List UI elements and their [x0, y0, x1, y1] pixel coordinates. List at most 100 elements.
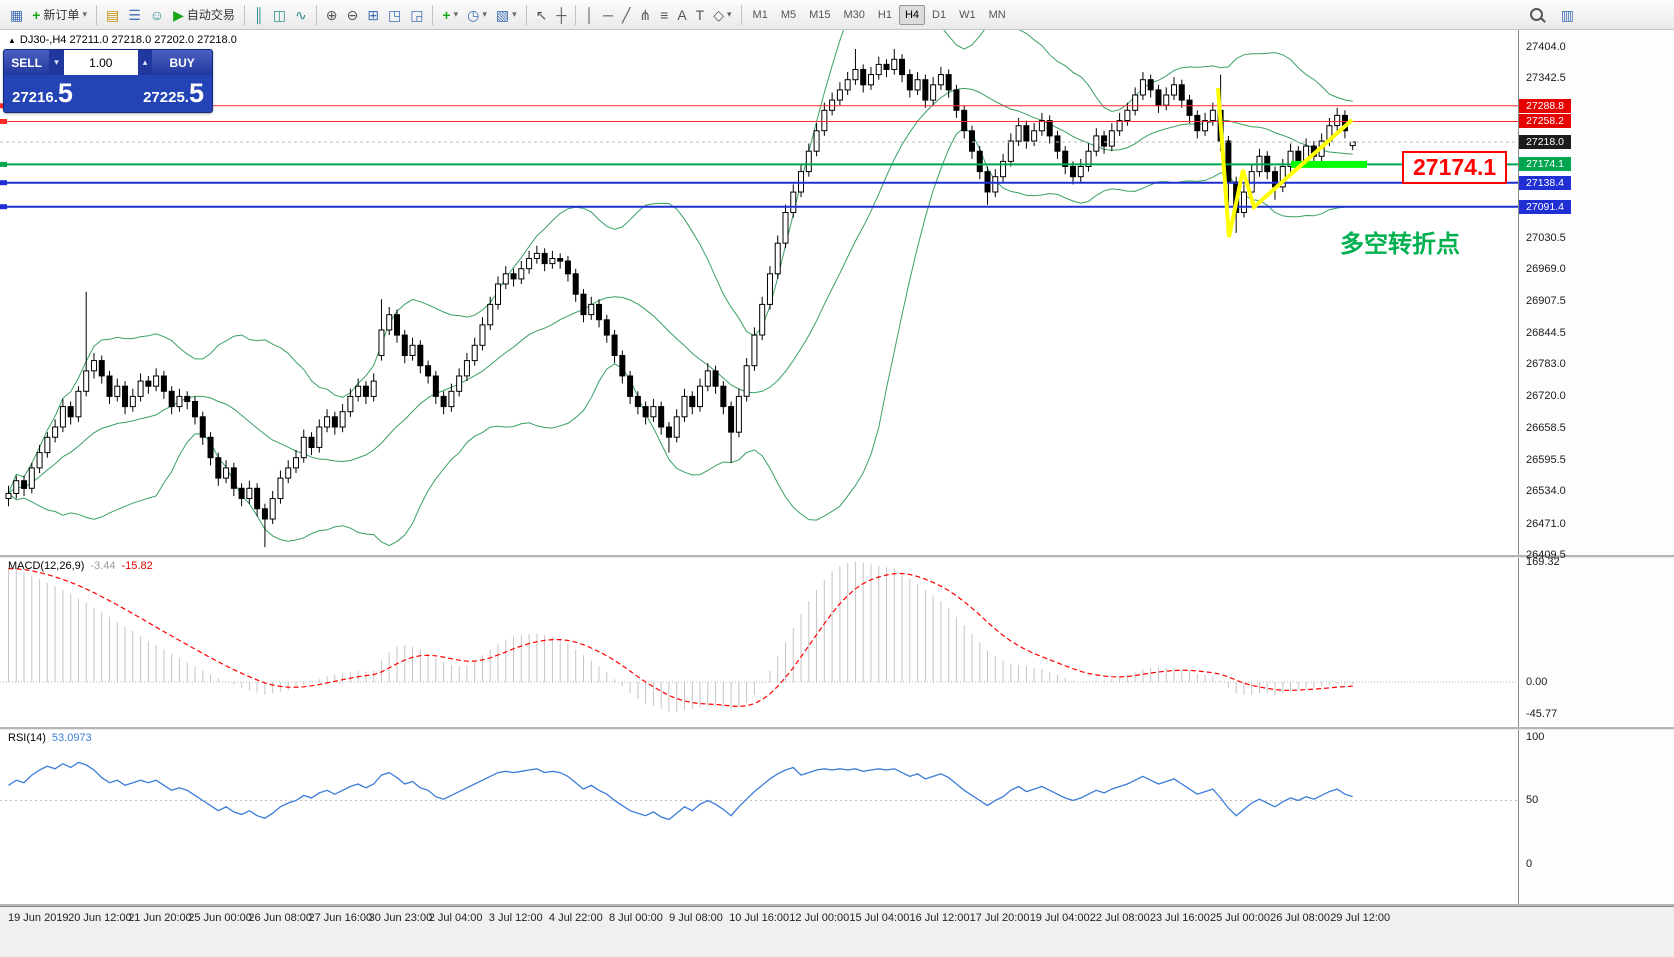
- timeframe-m5-button[interactable]: M5: [780, 8, 797, 21]
- macd-header: MACD(12,26,9) -3.44 -15.82: [8, 560, 153, 572]
- time-axis-label: 16 Jul 12:00: [909, 912, 970, 924]
- shapes-tool-button[interactable]: ◇ ▾: [709, 3, 735, 26]
- charts-window-button[interactable]: ▤: [102, 3, 123, 26]
- chevron-down-icon: ▾: [82, 9, 87, 19]
- timeframe-w1-button[interactable]: W1: [959, 8, 976, 21]
- macd-axis-label: 169.32: [1526, 556, 1560, 568]
- chart-background: [0, 30, 1518, 906]
- cursor-button[interactable]: ↖: [532, 3, 552, 26]
- volume-increase-button[interactable]: ▴: [137, 50, 153, 75]
- fibonacci-tool-button[interactable]: ≡: [656, 3, 672, 26]
- label-tool-button[interactable]: T: [692, 3, 709, 26]
- timeframe-m1-button[interactable]: M1: [752, 8, 768, 21]
- play-icon: ▶: [173, 6, 184, 23]
- price-tag: 27288.8: [1519, 98, 1571, 113]
- macd-canvas[interactable]: [0, 557, 1518, 727]
- time-axis-label: 20 Jun 12:00: [68, 912, 132, 924]
- panel-splitter[interactable]: [0, 555, 1674, 558]
- candles-mode-button[interactable]: ◫: [269, 3, 290, 26]
- macd-axis-label: 0.00: [1526, 676, 1548, 688]
- rsi-canvas[interactable]: [0, 729, 1518, 904]
- zoom-in-button[interactable]: ⊕: [322, 3, 342, 26]
- crosshair-button[interactable]: ┼: [552, 3, 570, 26]
- sell-button[interactable]: SELL: [4, 50, 50, 75]
- community-button[interactable]: ☺: [146, 3, 168, 26]
- chart-shortcut-button[interactable]: ▦: [6, 3, 27, 26]
- crosshair-icon: ┼: [556, 6, 567, 23]
- price-axis-label: 26783.0: [1526, 358, 1566, 371]
- text-tool-button[interactable]: A: [673, 3, 690, 26]
- buy-price[interactable]: 27225. 5: [143, 78, 204, 108]
- arrange-vertical-icon: ◲: [410, 6, 424, 23]
- vertical-line-tool-button[interactable]: │: [581, 3, 598, 26]
- zoom-in-icon: ⊕: [325, 6, 338, 23]
- time-axis-label: 26 Jul 08:00: [1270, 912, 1331, 924]
- bars-mode-button[interactable]: ║: [250, 3, 268, 26]
- macd-main-value: -3.44: [90, 560, 116, 572]
- symbol-marker-icon: ▲: [8, 35, 16, 45]
- timeframe-d1-button[interactable]: D1: [932, 8, 947, 21]
- price-axis-label: 26595.5: [1526, 453, 1566, 466]
- chart-window-icon: ▦: [10, 6, 24, 23]
- new-order-button[interactable]: + 新订单 ▾: [28, 3, 91, 26]
- trendline-icon: ╱: [621, 6, 631, 23]
- add-indicator-button[interactable]: + ▾: [438, 3, 462, 26]
- vertical-line-icon: │: [585, 6, 595, 23]
- rsi-axis-label: 100: [1526, 731, 1545, 743]
- line-mode-button[interactable]: ∿: [291, 3, 311, 26]
- sell-price[interactable]: 27216. 5: [12, 78, 73, 108]
- price-axis-label: 26907.5: [1526, 294, 1566, 307]
- arrange-vertical-button[interactable]: ◲: [406, 3, 427, 26]
- zoom-out-button[interactable]: ⊖: [342, 3, 362, 26]
- timeframe-h1-button[interactable]: H1: [877, 8, 892, 21]
- main-chart-canvas[interactable]: [0, 30, 1518, 555]
- cursor-icon: ↖: [535, 6, 548, 23]
- charts-window-icon: ▤: [105, 6, 120, 23]
- timeframe-m30-button[interactable]: M30: [843, 8, 865, 21]
- search-icon: [1529, 8, 1543, 21]
- price-axis-label: 27404.0: [1526, 41, 1566, 53]
- algo-trading-button[interactable]: ▶ 自动交易: [169, 3, 239, 26]
- pitchfork-tool-button[interactable]: ⋔: [635, 3, 655, 26]
- buy-button[interactable]: BUY: [152, 50, 212, 75]
- panels-icon: ▥: [1560, 6, 1574, 23]
- volume-input[interactable]: [63, 50, 138, 75]
- macd-signal-value: -15.82: [121, 560, 153, 572]
- rsi-value: 53.0973: [51, 732, 92, 744]
- market-watch-button[interactable]: ☰: [124, 3, 145, 26]
- template-button[interactable]: ▧ ▾: [492, 3, 521, 26]
- pitchfork-icon: ⋔: [639, 6, 652, 23]
- price-axis-border: [1518, 30, 1519, 906]
- time-axis-label: 4 Jul 22:00: [548, 912, 603, 924]
- timeframe-h4-button[interactable]: H4: [898, 4, 926, 25]
- price-axis-label: 26720.0: [1526, 390, 1566, 403]
- macd-axis-label: -45.77: [1526, 708, 1558, 720]
- toolbar-separator: [95, 4, 97, 25]
- period-button[interactable]: ◷ ▾: [463, 3, 491, 26]
- rsi-axis-label: 0: [1526, 858, 1533, 870]
- time-axis-label: 25 Jul 00:00: [1210, 912, 1270, 924]
- tile-windows-icon: ⊞: [367, 6, 379, 23]
- price-axis-label: 26844.5: [1526, 326, 1566, 339]
- toolbar-separator: [315, 4, 317, 25]
- horizontal-line-tool-button[interactable]: ─: [599, 3, 617, 26]
- time-axis[interactable]: 19 Jun 2019 20 Jun 12:00 21 Jun 20:00 25 Ju…: [0, 906, 1674, 957]
- timeframe-m15-button[interactable]: M15: [809, 8, 831, 21]
- volume-decrease-button[interactable]: ▾: [49, 50, 64, 75]
- search-button[interactable]: [1526, 3, 1547, 26]
- price-tag: 27091.4: [1519, 199, 1571, 214]
- text-tool-icon: A: [677, 6, 687, 23]
- price-tag: 27174.1: [1519, 157, 1571, 172]
- time-axis-label: 8 Jul 00:00: [609, 912, 663, 924]
- timeframe-mn-button[interactable]: MN: [988, 8, 1006, 21]
- time-axis-label: 23 Jul 16:00: [1149, 912, 1210, 924]
- tile-windows-button[interactable]: ⊞: [363, 3, 383, 26]
- time-axis-label: 19 Jul 04:00: [1029, 912, 1090, 924]
- panel-splitter[interactable]: [0, 727, 1674, 730]
- arrange-horizontal-button[interactable]: ◳: [384, 3, 405, 26]
- time-axis-label: 27 Jun 16:00: [308, 912, 373, 924]
- panels-button[interactable]: ▥: [1557, 3, 1578, 26]
- trendline-tool-button[interactable]: ╱: [618, 3, 634, 26]
- chevron-down-icon: ▾: [482, 9, 487, 19]
- time-axis-label: 21 Jun 20:00: [128, 912, 192, 924]
